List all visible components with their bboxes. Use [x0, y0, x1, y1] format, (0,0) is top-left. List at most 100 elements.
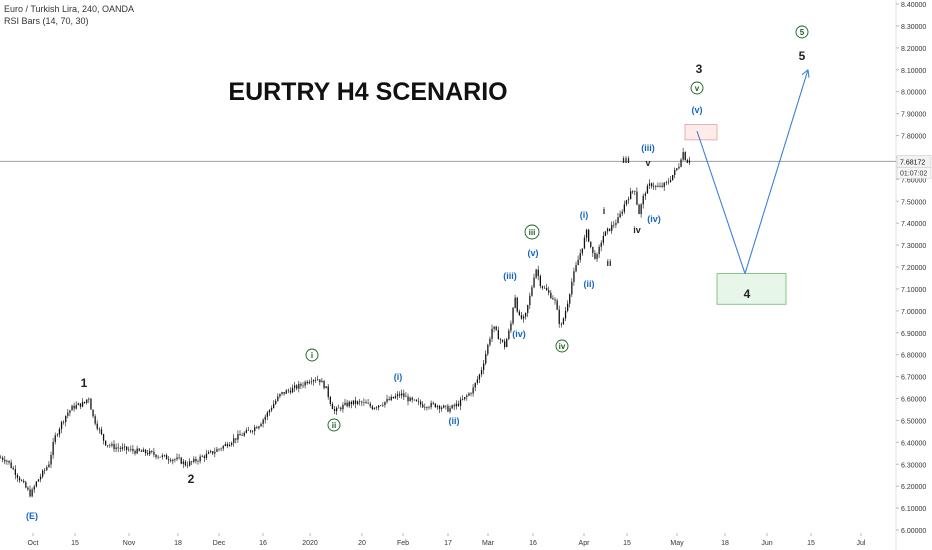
candle-body — [434, 403, 436, 408]
candle-body — [598, 246, 600, 255]
candle-body — [365, 402, 367, 404]
candle-body — [186, 465, 189, 466]
symbol-legend[interactable]: Euro / Turkish Lira, 240, OANDA — [4, 4, 135, 14]
wave-label-circle — [327, 418, 341, 432]
candle-body — [317, 379, 319, 381]
candle-body — [315, 380, 317, 381]
candle-body — [0, 457, 2, 459]
candle-body — [535, 269, 537, 278]
candle-body — [233, 438, 235, 443]
y-tick-label: 6.70000 — [901, 375, 926, 382]
wave-label: 1 — [81, 376, 88, 390]
candle-body — [268, 410, 271, 413]
candle-body — [71, 405, 73, 411]
candle-body — [165, 455, 168, 460]
candle-body — [172, 459, 174, 462]
bar-countdown-label: 01:07:02 — [900, 170, 927, 177]
candle-body — [569, 294, 571, 304]
candle-body — [119, 448, 121, 449]
candle-body — [380, 405, 382, 407]
wave-label-circle — [524, 224, 540, 240]
candle-body — [361, 401, 363, 403]
candle-body — [31, 489, 33, 497]
candle-body — [388, 399, 390, 401]
wave-label: ii — [332, 421, 336, 430]
candle-body — [625, 200, 628, 205]
wave-label: 4 — [744, 287, 751, 301]
candle-body — [214, 451, 216, 454]
candle-body — [67, 412, 69, 416]
candle-body — [394, 396, 397, 399]
candle-body — [333, 409, 336, 412]
candle-body — [94, 416, 96, 424]
candle-body — [506, 339, 508, 348]
candle-body — [354, 400, 357, 404]
candle-body — [369, 403, 371, 407]
candle-body — [228, 444, 231, 447]
candle-body — [514, 297, 516, 308]
y-tick-label: 8.20000 — [901, 46, 926, 53]
indicator-legend[interactable]: RSI Bars (14, 70, 30) — [4, 16, 89, 26]
candle-body — [182, 461, 184, 464]
candle-body — [665, 182, 667, 184]
candle-body — [203, 456, 205, 459]
candle-body — [273, 403, 275, 409]
candle-body — [548, 290, 550, 293]
candle-body — [224, 444, 226, 446]
candle-body — [396, 394, 399, 397]
candle-body — [680, 159, 682, 167]
candle-body — [134, 450, 136, 454]
candle-body — [153, 451, 155, 455]
candle-body — [168, 459, 170, 461]
y-tick-label: 7.80000 — [901, 134, 926, 141]
candle-body — [411, 397, 413, 400]
y-tick-label: 7.40000 — [901, 221, 926, 228]
candle-body — [241, 435, 243, 436]
candle-body — [256, 427, 258, 429]
wave-label: (iv) — [647, 214, 661, 224]
wave-label: (ii) — [584, 279, 595, 289]
candle-body — [611, 224, 613, 231]
candle-body — [571, 281, 573, 295]
candle-body — [567, 303, 569, 311]
x-tick-label: 18 — [721, 540, 729, 547]
candle-body — [191, 461, 193, 463]
candle-body — [590, 241, 592, 247]
candle-body — [401, 393, 403, 396]
candle-body — [298, 383, 300, 389]
candle-body — [623, 204, 625, 212]
candle-body — [201, 456, 203, 457]
candle-body — [501, 339, 504, 342]
candle-body — [346, 402, 348, 407]
wave-label: (i) — [580, 210, 589, 220]
candle-body — [327, 386, 329, 398]
current-price-label: 7.68172 — [900, 159, 925, 166]
chart-title: EURTRY H4 SCENARIO — [228, 78, 507, 106]
y-tick-label: 6.10000 — [901, 506, 926, 513]
candle-body — [6, 460, 8, 462]
candle-body — [428, 407, 430, 408]
y-tick-label: 6.60000 — [901, 397, 926, 404]
candle-body — [2, 457, 4, 460]
candle-body — [499, 339, 502, 340]
y-tick-label: 7.10000 — [901, 287, 926, 294]
candle-body — [37, 479, 40, 482]
candle-body — [18, 477, 21, 481]
candle-body — [325, 386, 327, 389]
candle-body — [60, 421, 63, 429]
candle-body — [340, 407, 342, 410]
wave-label: 5 — [800, 28, 805, 37]
candle-body — [184, 461, 187, 466]
candle-body — [63, 421, 65, 423]
candle-body — [291, 387, 294, 393]
candle-body — [329, 397, 331, 405]
candle-body — [575, 265, 577, 272]
candle-body — [344, 402, 346, 405]
candle-body — [121, 447, 124, 449]
candle-body — [123, 446, 126, 448]
y-tick-label: 6.90000 — [901, 331, 926, 338]
x-tick-label: 20 — [358, 540, 366, 547]
candle-body — [667, 181, 670, 183]
